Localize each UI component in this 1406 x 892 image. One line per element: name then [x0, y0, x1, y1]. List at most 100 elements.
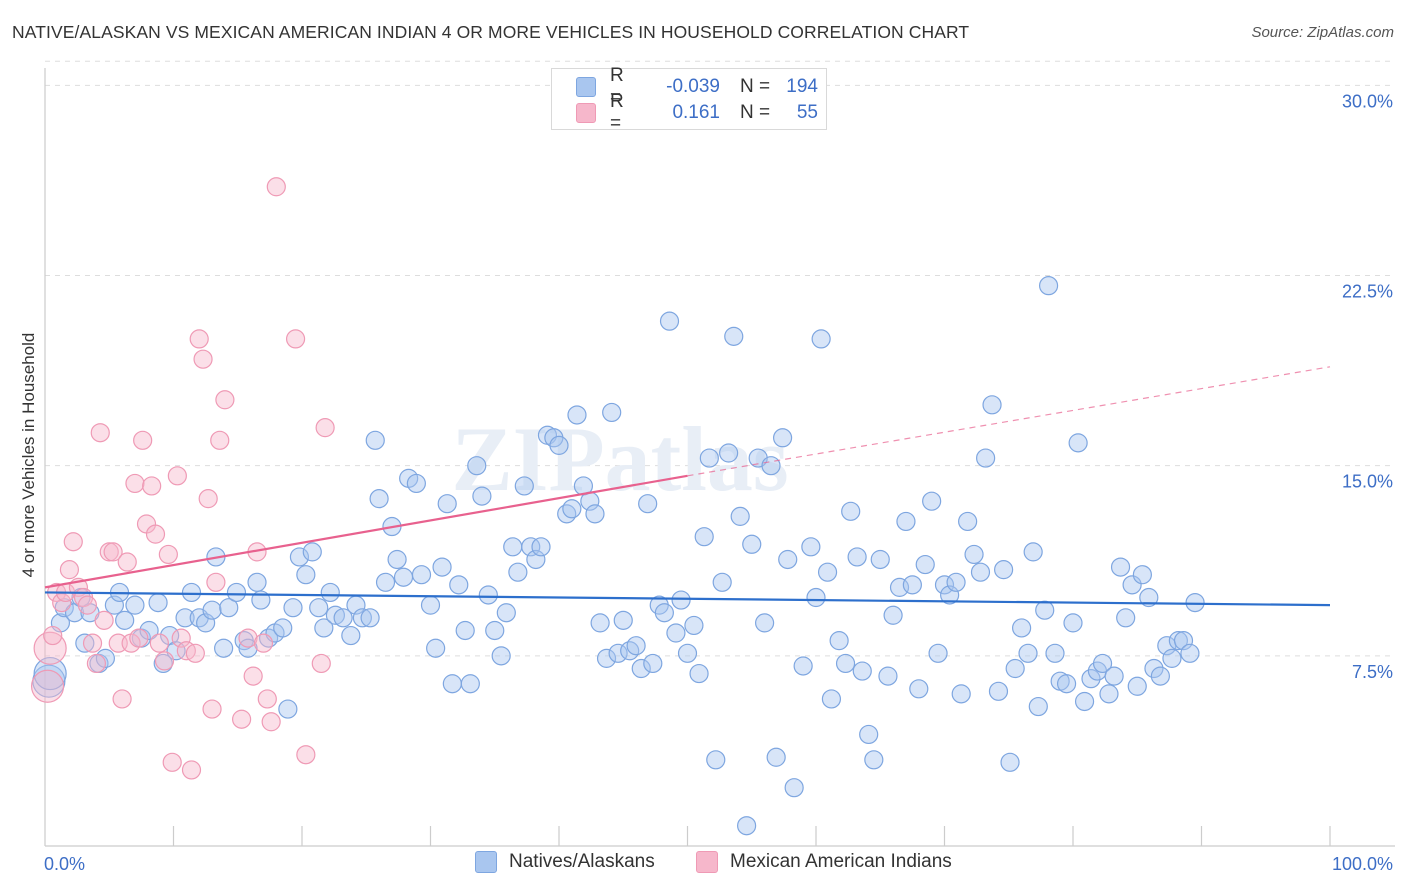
data-point: [1074, 691, 1095, 712]
data-point: [257, 689, 277, 709]
data-point: [602, 402, 622, 423]
data-point: [1122, 575, 1142, 595]
data-point: [393, 567, 414, 587]
data-point: [562, 499, 582, 519]
data-point: [181, 582, 202, 603]
n-label: N =: [740, 76, 771, 97]
series-legend: Natives/Alaskans Mexican American Indian…: [0, 851, 1406, 877]
data-point: [608, 643, 628, 663]
legend-swatch-pink: [696, 851, 718, 873]
data-point: [659, 311, 680, 331]
data-point: [902, 575, 922, 595]
data-point: [314, 618, 334, 638]
data-point: [994, 560, 1014, 580]
data-point: [835, 653, 856, 674]
data-point: [478, 585, 498, 605]
data-point: [761, 456, 781, 476]
trend-line-mexican: [44, 474, 688, 589]
data-point: [496, 603, 516, 623]
data-point: [325, 605, 346, 625]
data-point: [666, 623, 686, 643]
data-point: [841, 501, 861, 521]
data-point: [909, 679, 929, 699]
data-point: [273, 618, 293, 638]
data-point: [171, 628, 191, 648]
data-point: [951, 684, 971, 704]
data-point: [811, 329, 831, 349]
y-tick-label: 15.0%: [1342, 472, 1393, 492]
data-point: [1005, 658, 1025, 679]
data-point: [406, 473, 426, 494]
trend-line-natives: [44, 591, 1331, 607]
legend-swatch-pink: [576, 103, 596, 123]
data-point: [870, 549, 890, 570]
legend-label: Mexican American Indians: [730, 851, 952, 872]
chart-title: NATIVE/ALASKAN VS MEXICAN AMERICAN INDIA…: [12, 22, 970, 42]
data-point: [232, 709, 252, 729]
data-point: [369, 489, 389, 509]
data-point: [43, 625, 63, 646]
data-point: [590, 613, 610, 633]
data-point: [253, 633, 274, 653]
data-point: [112, 689, 132, 709]
legend-item-natives[interactable]: Natives/Alaskans: [475, 851, 655, 873]
x-tick-label: 100.0%: [1332, 854, 1393, 874]
data-point: [1081, 669, 1101, 689]
data-point: [189, 329, 209, 349]
legend-item-mexican[interactable]: Mexican American Indians: [696, 851, 952, 873]
data-point: [302, 542, 322, 562]
data-point: [82, 633, 103, 653]
data-point: [210, 430, 230, 450]
data-point: [1104, 666, 1124, 686]
data-point: [320, 582, 340, 603]
data-point: [315, 418, 335, 438]
data-point: [864, 750, 884, 770]
data-point: [1038, 276, 1059, 296]
data-point: [30, 669, 65, 703]
data-point: [724, 326, 744, 346]
data-point: [33, 656, 67, 691]
r-value: 0.161: [672, 102, 720, 123]
data-point: [638, 494, 658, 514]
data-point: [976, 448, 996, 468]
data-point: [896, 511, 916, 532]
data-point: [793, 656, 813, 676]
trend-lines: [44, 366, 1331, 607]
correlation-legend: R = -0.039 N = 194 R = 0.161 N = 55: [551, 65, 827, 134]
data-point: [915, 554, 935, 575]
data-point: [181, 760, 202, 780]
data-point: [1045, 643, 1065, 663]
y-tick-label: 30.0%: [1342, 91, 1393, 111]
data-point: [59, 560, 80, 580]
data-point: [283, 598, 303, 618]
legend-row-natives: R = -0.039 N = 194: [576, 65, 818, 108]
data-point: [671, 590, 691, 610]
data-point: [1000, 752, 1020, 772]
legend-label: Natives/Alaskans: [509, 851, 655, 872]
data-point: [772, 428, 793, 448]
data-point: [737, 816, 757, 836]
data-point: [806, 587, 826, 608]
data-point: [104, 595, 124, 615]
data-point: [426, 638, 446, 658]
data-point: [946, 572, 966, 592]
data-point: [503, 537, 523, 557]
data-point: [521, 537, 541, 557]
source-label: Source: ZipAtlas.com: [1251, 24, 1394, 41]
data-point: [214, 638, 234, 658]
data-point: [296, 745, 316, 765]
data-point: [437, 494, 457, 514]
data-point: [821, 689, 842, 709]
data-point: [309, 598, 329, 618]
data-point: [117, 552, 137, 572]
data-point: [1068, 433, 1088, 453]
data-point: [485, 620, 505, 641]
trend-line-mexican-extension: [687, 366, 1331, 477]
data-point: [514, 476, 534, 496]
series-mexican-american-indians: [30, 177, 335, 780]
data-point: [360, 608, 380, 628]
data-point: [596, 648, 617, 668]
data-point: [460, 674, 480, 694]
data-point: [1099, 684, 1119, 704]
data-point: [90, 423, 110, 443]
